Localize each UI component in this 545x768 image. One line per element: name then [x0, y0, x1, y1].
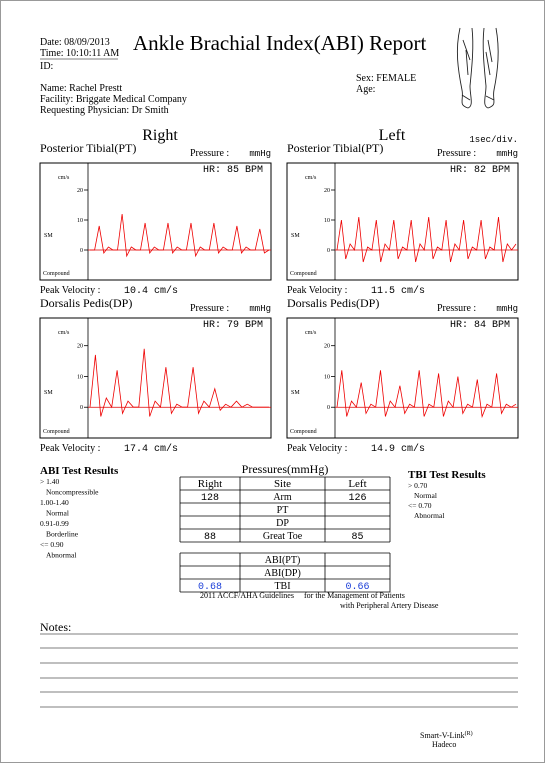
tbi-result-item: <= 0.70	[408, 501, 432, 510]
table-cell: TBI	[274, 581, 290, 592]
pressure-label: Pressure :	[437, 303, 476, 314]
age: Age:	[356, 84, 375, 95]
y-tick-label: 10	[77, 218, 83, 224]
tbi-results-title: TBI Test Results	[408, 469, 486, 481]
sex: Sex: FEMALE	[356, 73, 416, 84]
y-tick-label: 0	[80, 248, 83, 254]
facility: Facility: Briggate Medical Company	[40, 94, 187, 105]
time-scale: 1sec/div.	[469, 135, 518, 145]
compound-label: Compound	[290, 271, 317, 277]
table-header: Right	[198, 478, 222, 490]
physician: Requesting Physician: Dr Smith	[40, 105, 169, 116]
panel-title: Posterior Tibial(PT)	[40, 141, 136, 155]
sm-label: SM	[44, 233, 53, 239]
compound-label: Compound	[43, 429, 70, 435]
registered-mark: (R)	[465, 730, 473, 737]
y-unit: cm/s	[58, 330, 70, 336]
sm-label: SM	[291, 233, 300, 239]
table-cell: ABI(DP)	[264, 568, 301, 579]
y-tick-label: 20	[77, 344, 83, 350]
abi-result-item: Abnormal	[46, 551, 76, 560]
tbi-result-item: > 0.70	[408, 481, 427, 490]
y-tick-label: 20	[324, 344, 330, 350]
pressures-title: Pressures(mmHg)	[242, 462, 329, 476]
table-cell: 0.68	[198, 582, 222, 593]
sm-label: SM	[291, 390, 300, 396]
abi-result-item: 1.00-1.40	[40, 498, 69, 507]
y-tick-label: 0	[80, 405, 83, 411]
table-header: Site	[274, 478, 291, 490]
heart-rate: HR: 82 BPM	[450, 165, 510, 176]
tbi-result-item: Abnormal	[414, 511, 444, 520]
table-cell: Great Toe	[263, 531, 303, 542]
y-unit: cm/s	[305, 175, 317, 181]
y-tick-label: 20	[77, 188, 83, 194]
abi-result-item: > 1.40	[40, 477, 59, 486]
report-title: Ankle Brachial Index(ABI) Report	[133, 31, 426, 55]
pressure-label: Pressure :	[190, 148, 229, 159]
y-tick-label: 10	[77, 374, 83, 380]
side-right: Right	[142, 127, 178, 144]
patient-name: Name: Rachel Prestt	[40, 83, 122, 94]
table-cell: 88	[204, 532, 216, 543]
panel-title: Dorsalis Pedis(DP)	[287, 296, 379, 310]
abi-result-item: Normal	[46, 509, 69, 518]
pressure-unit: mmHg	[496, 149, 518, 159]
report-page: Date: 08/09/2013 Time: 10:10:11 AM Ankle…	[0, 0, 545, 763]
pressure-unit: mmHg	[249, 149, 271, 159]
y-unit: cm/s	[58, 175, 70, 181]
table-cell: 126	[348, 493, 366, 504]
footer-company: Hadeco	[432, 740, 456, 749]
heart-rate: HR: 84 BPM	[450, 320, 510, 331]
peak-velocity-label: Peak Velocity :	[287, 285, 347, 296]
y-tick-label: 10	[324, 374, 330, 380]
peak-velocity-label: Peak Velocity :	[40, 285, 100, 296]
table-cell: ABI(PT)	[265, 555, 301, 566]
guidelines-line2: with Peripheral Artery Disease	[340, 601, 439, 610]
table-cell: Arm	[273, 492, 292, 503]
pressure-label: Pressure :	[190, 303, 229, 314]
compound-label: Compound	[43, 271, 70, 277]
pressure-label: Pressure :	[437, 148, 476, 159]
panel-title: Posterior Tibial(PT)	[287, 141, 383, 155]
table-header: Left	[348, 478, 366, 490]
table-cell: PT	[277, 505, 289, 516]
peak-velocity-value: 17.4 cm/s	[124, 443, 178, 455]
abi-result-item: 0.91-0.99	[40, 519, 69, 528]
y-tick-label: 10	[324, 218, 330, 224]
abi-results-title: ABI Test Results	[40, 465, 119, 477]
compound-label: Compound	[290, 429, 317, 435]
peak-velocity-label: Peak Velocity :	[40, 443, 100, 454]
table-cell: 85	[351, 532, 363, 543]
y-tick-label: 0	[327, 248, 330, 254]
abi-result-item: Noncompressible	[46, 488, 99, 497]
pressure-unit: mmHg	[249, 304, 271, 314]
tbi-result-item: Normal	[414, 491, 437, 500]
y-tick-label: 0	[327, 405, 330, 411]
y-tick-label: 20	[324, 188, 330, 194]
table-cell: 0.66	[345, 582, 369, 593]
y-unit: cm/s	[305, 330, 317, 336]
notes-label: Notes:	[40, 620, 71, 634]
heart-rate: HR: 85 BPM	[203, 165, 263, 176]
pressure-unit: mmHg	[496, 304, 518, 314]
table-cell: DP	[276, 518, 289, 529]
heart-rate: HR: 79 BPM	[203, 320, 263, 331]
time: Time: 10:10:11 AM	[40, 48, 119, 59]
peak-velocity-label: Peak Velocity :	[287, 443, 347, 454]
peak-velocity-value: 14.9 cm/s	[371, 443, 425, 455]
date: Date: 08/09/2013	[40, 37, 110, 48]
brand: Smart-V-Link	[420, 731, 465, 740]
table-cell: 128	[201, 493, 219, 504]
panel-title: Dorsalis Pedis(DP)	[40, 296, 132, 310]
sm-label: SM	[44, 390, 53, 396]
abi-result-item: Borderline	[46, 530, 79, 539]
id: ID:	[40, 61, 53, 72]
abi-result-item: <= 0.90	[40, 540, 64, 549]
